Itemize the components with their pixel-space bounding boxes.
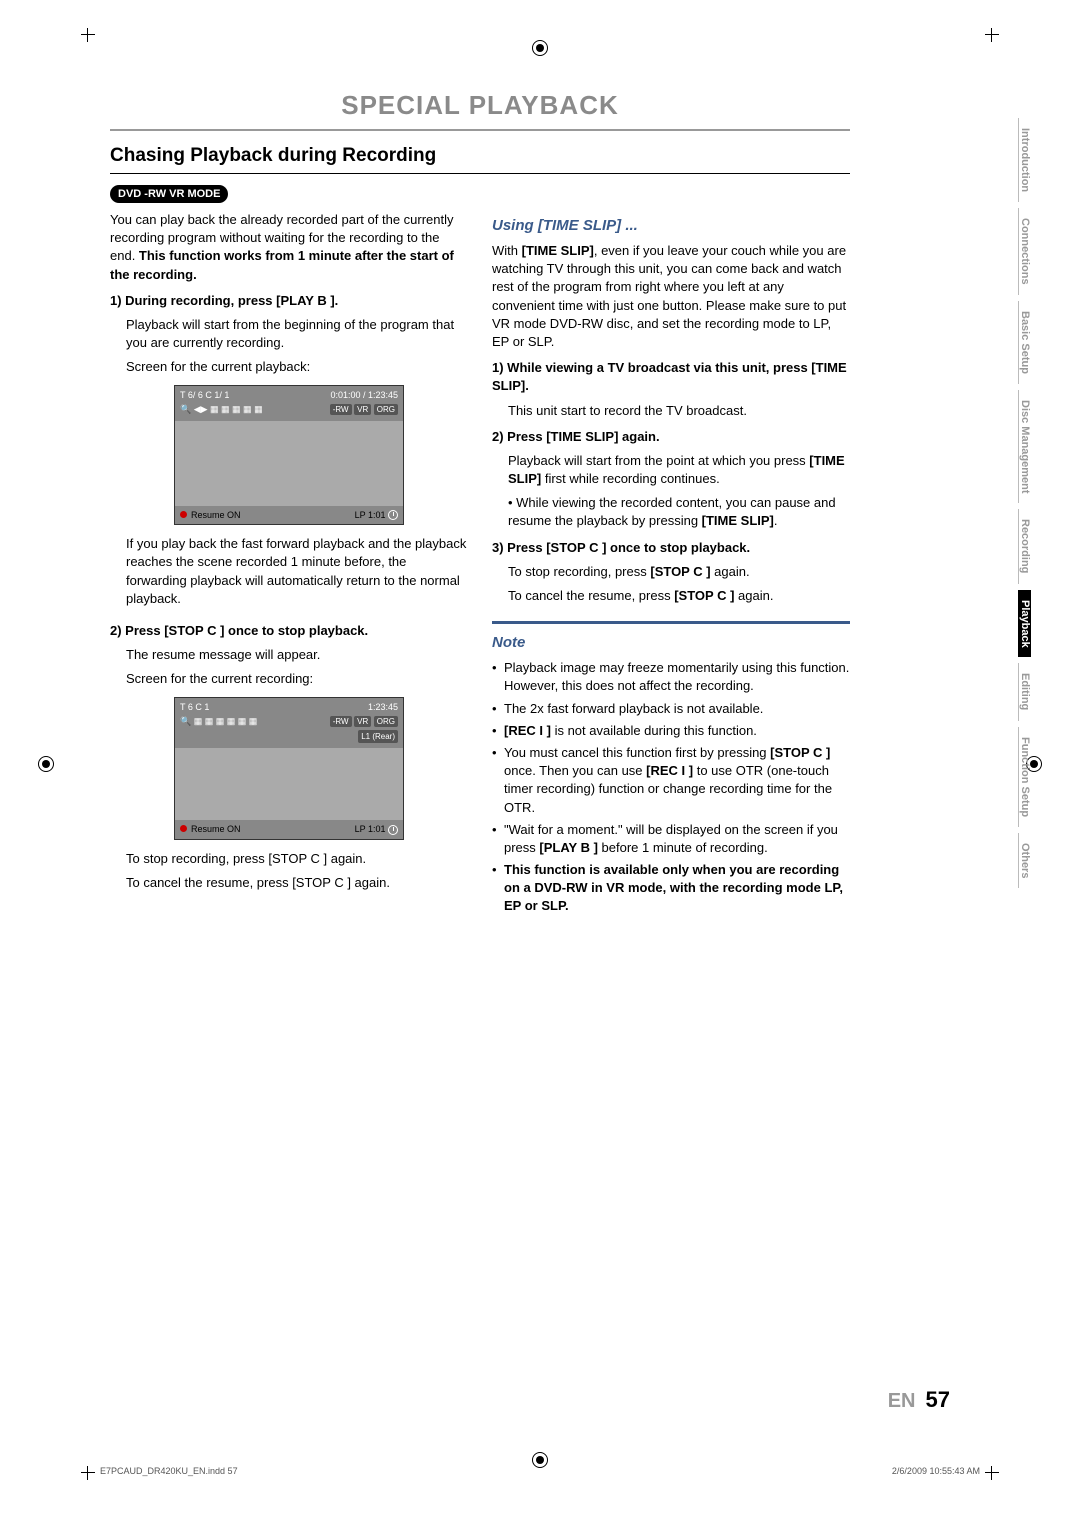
section-title: Chasing Playback during Recording <box>110 145 850 174</box>
page-number: EN57 <box>888 1387 950 1413</box>
after-screen-1: If you play back the fast forward playba… <box>110 535 468 608</box>
note-item: Playback image may freeze momentarily us… <box>492 659 850 695</box>
tab-introduction[interactable]: Introduction <box>1018 118 1031 202</box>
step-2-body-b: Screen for the current recording: <box>110 670 468 688</box>
tab-others[interactable]: Others <box>1018 833 1031 888</box>
ts-step-2-bullet: • While viewing the recorded content, yo… <box>492 494 850 530</box>
ts-step-3: 3) Press [STOP C ] once to stop playback… <box>492 539 850 557</box>
screen-time: 0:01:00 / 1:23:45 <box>330 389 398 402</box>
section-tabs: Introduction Connections Basic Setup Disc M… <box>1018 118 1038 894</box>
time-slip-title: Using [TIME SLIP] ... <box>492 215 850 236</box>
screen-title-info: T 6/ 6 C 1/ 1 <box>180 389 229 402</box>
registration-mark <box>532 40 548 56</box>
screen-icons: 🔍 ▦ ▦ ▦ ▦ ▦ ▦ <box>180 715 257 728</box>
footer: E7PCAUD_DR420KU_EN.indd 57 2/6/2009 10:5… <box>100 1466 980 1476</box>
footer-filename: E7PCAUD_DR420KU_EN.indd 57 <box>100 1466 238 1476</box>
mode-time: LP 1:01 <box>355 823 398 836</box>
main-title: SPECIAL PLAYBACK <box>110 90 850 131</box>
tab-playback[interactable]: Playback <box>1018 590 1031 658</box>
playback-screen-2: T 6 C 1 1:23:45 🔍 ▦ ▦ ▦ ▦ ▦ ▦ -RW VR ORG… <box>174 697 404 840</box>
after-screen-2a: To stop recording, press [STOP C ] again… <box>110 850 468 868</box>
tab-editing[interactable]: Editing <box>1018 663 1031 720</box>
note-item: You must cancel this function first by p… <box>492 744 850 817</box>
step-1-screen-label: Screen for the current playback: <box>110 358 468 376</box>
registration-mark <box>38 756 54 772</box>
screen-tags: -RW VR ORG <box>330 403 398 416</box>
note-item: [REC I ] is not available during this fu… <box>492 722 850 740</box>
note-item: "Wait for a moment." will be displayed o… <box>492 821 850 857</box>
screen-icons: 🔍 ◀▶ ▦ ▦ ▦ ▦ ▦ <box>180 403 263 416</box>
footer-timestamp: 2/6/2009 10:55:43 AM <box>892 1466 980 1476</box>
ts-step-3b: To cancel the resume, press [STOP C ] ag… <box>492 587 850 605</box>
step-1-title: 1) During recording, press [PLAY B ]. <box>110 292 468 310</box>
resume-label: Resume ON <box>180 509 241 522</box>
mode-time: LP 1:01 <box>355 509 398 522</box>
left-column: You can play back the already recorded p… <box>110 211 468 920</box>
screen-time: 1:23:45 <box>368 701 398 714</box>
tab-basic-setup[interactable]: Basic Setup <box>1018 301 1031 384</box>
after-screen-2b: To cancel the resume, press [STOP C ] ag… <box>110 874 468 892</box>
intro-text: You can play back the already recorded p… <box>110 211 468 284</box>
right-column: Using [TIME SLIP] ... With [TIME SLIP], … <box>492 211 850 920</box>
note-section: Note Playback image may freeze momentari… <box>492 621 850 915</box>
tab-function-setup[interactable]: Function Setup <box>1018 727 1031 827</box>
ts-step-1-body: This unit start to record the TV broadca… <box>492 402 850 420</box>
resume-label: Resume ON <box>180 823 241 836</box>
ts-step-2: 2) Press [TIME SLIP] again. <box>492 428 850 446</box>
crop-mark <box>78 1463 98 1483</box>
note-title: Note <box>492 632 850 653</box>
input-label: L1 (Rear) <box>358 730 398 743</box>
playback-screen-1: T 6/ 6 C 1/ 1 0:01:00 / 1:23:45 🔍 ◀▶ ▦ ▦… <box>174 385 404 526</box>
tab-disc-management[interactable]: Disc Management <box>1018 390 1031 504</box>
note-item: The 2x fast forward playback is not avai… <box>492 700 850 718</box>
page-content: SPECIAL PLAYBACK Chasing Playback during… <box>110 90 850 920</box>
tab-connections[interactable]: Connections <box>1018 208 1031 295</box>
screen-title-info: T 6 C 1 <box>180 701 209 714</box>
ts-step-2-body: Playback will start from the point at wh… <box>492 452 850 488</box>
step-1-body: Playback will start from the beginning o… <box>110 316 468 352</box>
note-list: Playback image may freeze momentarily us… <box>492 659 850 915</box>
ts-step-3a: To stop recording, press [STOP C ] again… <box>492 563 850 581</box>
crop-mark <box>78 25 98 45</box>
step-2-title: 2) Press [STOP C ] once to stop playback… <box>110 622 468 640</box>
crop-mark <box>982 25 1002 45</box>
ts-step-1: 1) While viewing a TV broadcast via this… <box>492 359 850 395</box>
screen-tags: -RW VR ORG <box>330 715 398 728</box>
step-2-body-a: The resume message will appear. <box>110 646 468 664</box>
dvd-badge: DVD -RW VR MODE <box>110 185 228 203</box>
crop-mark <box>982 1463 1002 1483</box>
note-item: This function is available only when you… <box>492 861 850 916</box>
tab-recording[interactable]: Recording <box>1018 509 1031 583</box>
time-slip-intro: With [TIME SLIP], even if you leave your… <box>492 242 850 351</box>
